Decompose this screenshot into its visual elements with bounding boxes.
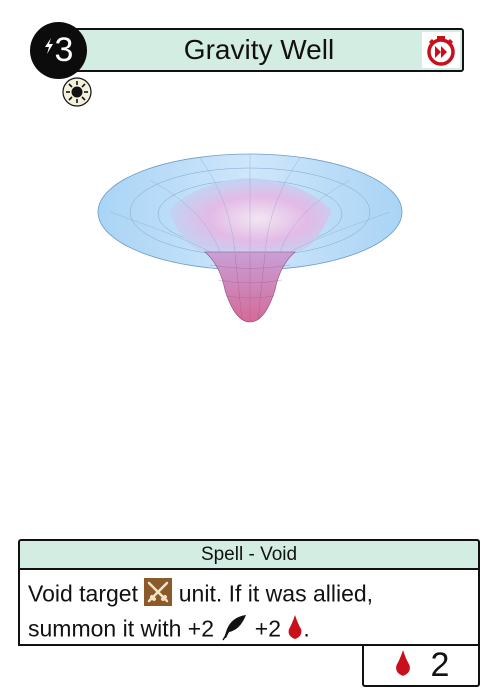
crossed-swords-icon	[144, 578, 173, 613]
fast-clock-icon	[422, 32, 460, 68]
rules-text-part-4: +2	[254, 615, 282, 642]
card-type-line: Spell - Void	[18, 539, 480, 569]
card-art-gravity-well	[90, 140, 410, 330]
card-title-bar: Gravity Well	[58, 28, 464, 72]
blood-drop-icon	[393, 649, 413, 682]
cost-badge: 3	[30, 22, 87, 79]
sun-icon	[62, 77, 92, 107]
stat-value: 2	[430, 645, 450, 684]
card-name: Gravity Well	[183, 34, 335, 65]
feather-icon	[220, 613, 248, 648]
cost-value: 3	[54, 31, 74, 69]
rules-text-part-5: .	[303, 615, 310, 642]
rules-text-part-3: summon it with +2	[28, 615, 214, 642]
rules-text-part-2: unit. If it was allied,	[178, 580, 374, 607]
card-rules-text: Void target unit. If it was allied, summ…	[18, 568, 480, 646]
card-stat-box: 2	[362, 645, 480, 687]
rules-text-part-1: Void target	[28, 580, 138, 607]
lightning-bolt-icon	[44, 38, 54, 59]
blood-drop-icon	[287, 614, 303, 647]
